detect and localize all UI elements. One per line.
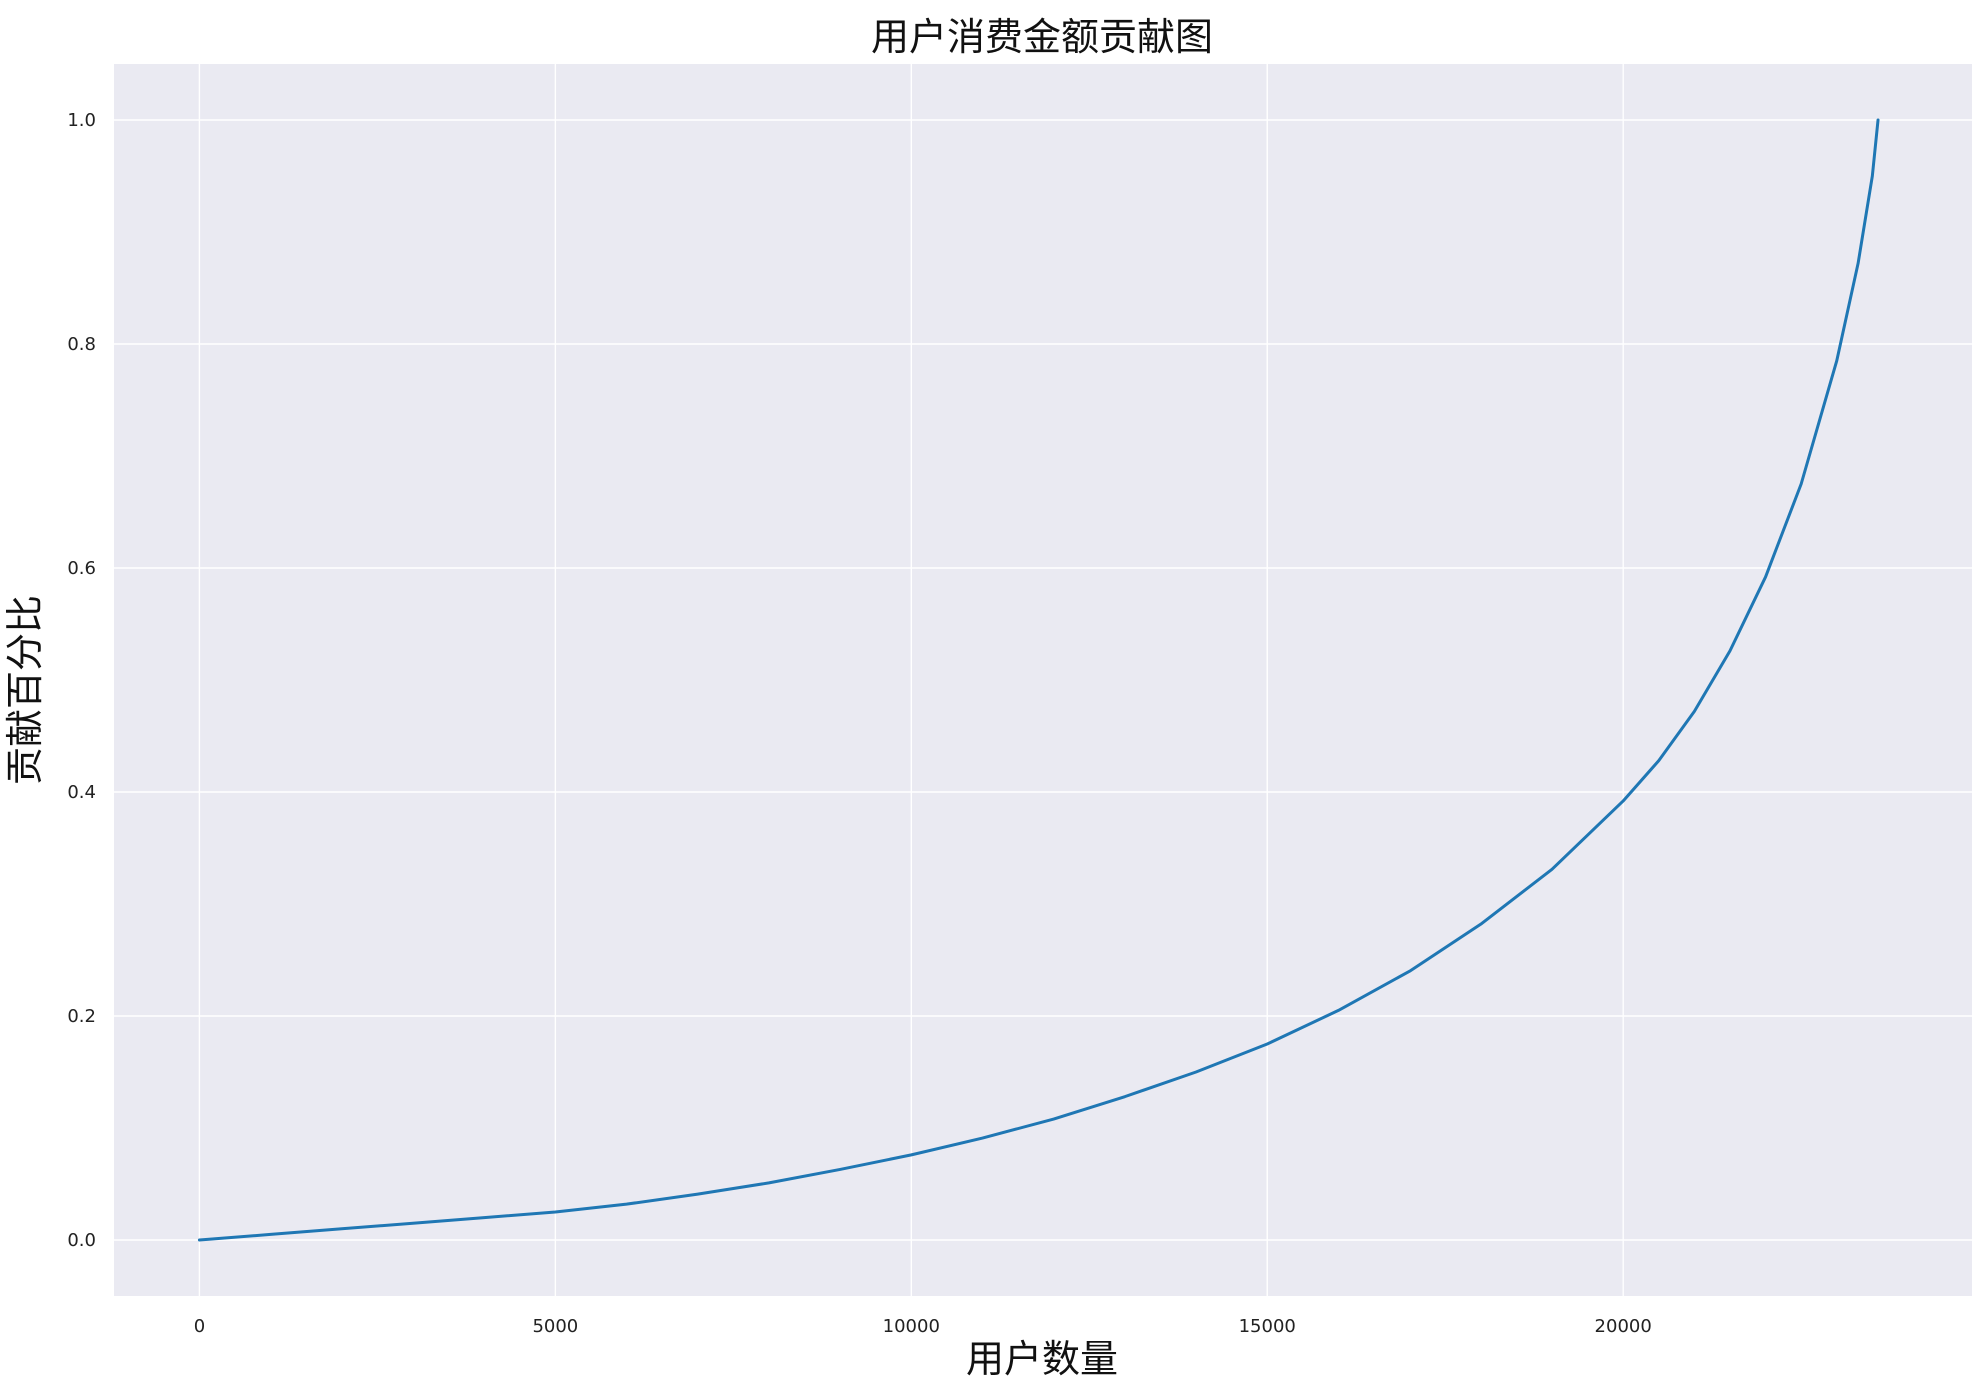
- x-tick-label-3: 15000: [1239, 1316, 1296, 1337]
- y-tick-label-3: 0.6: [67, 558, 96, 579]
- y-tick-label-5: 1.0: [67, 110, 96, 131]
- y-tick-label-2: 0.4: [67, 782, 96, 803]
- y-tick-label-1: 0.2: [67, 1006, 96, 1027]
- y-axis-title: 贡献百分比: [3, 595, 47, 785]
- chart-title: 用户消费金额贡献图: [871, 15, 1213, 59]
- plot-layer: 0 5000 10000 15000 20000 0.0 0.2 0.4 0.6 0.8 1.0: [67, 64, 1972, 1337]
- series-line-0: [197, 118, 1880, 1242]
- x-axis-title: 用户数量: [966, 1337, 1118, 1381]
- y-tick-label-0: 0.0: [67, 1230, 96, 1251]
- x-tick-label-1: 5000: [532, 1316, 578, 1337]
- y-tick-label-4: 0.8: [67, 334, 96, 355]
- plot-background: [114, 64, 1972, 1296]
- x-tick-label-4: 20000: [1595, 1316, 1652, 1337]
- x-tick-label-2: 10000: [883, 1316, 940, 1337]
- x-tick-label-0: 0: [194, 1316, 205, 1337]
